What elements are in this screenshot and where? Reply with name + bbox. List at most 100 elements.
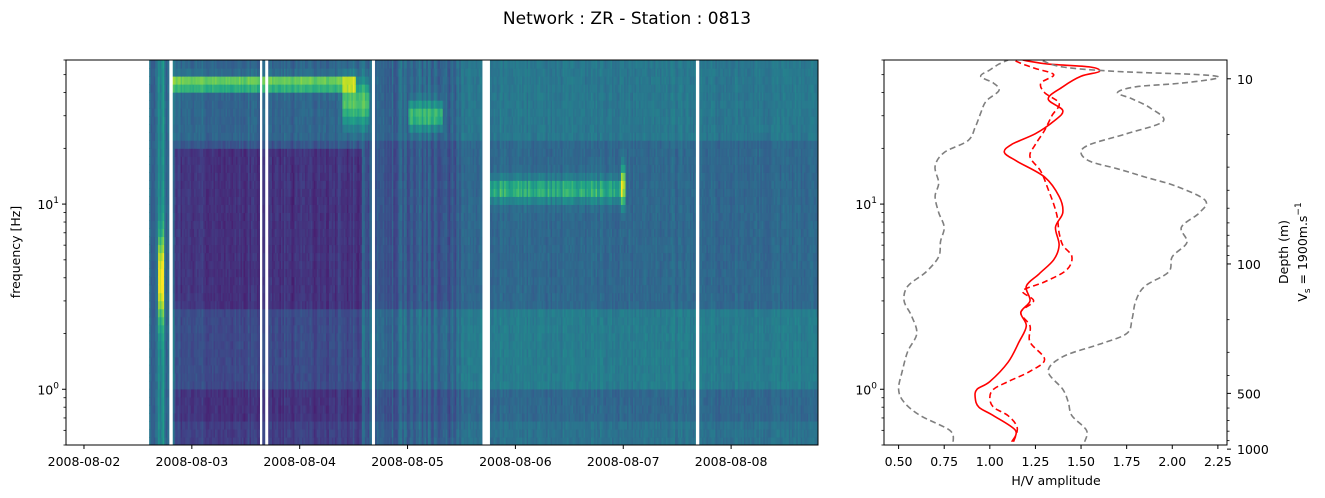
- heatmap-cell: [188, 316, 191, 326]
- heatmap-cell: [149, 116, 152, 125]
- heatmap-cell: [252, 244, 255, 254]
- heatmap-cell: [248, 148, 251, 157]
- heatmap-cell: [158, 100, 161, 109]
- heatmap-cell: [231, 108, 234, 117]
- heatmap-cell: [255, 348, 258, 358]
- heatmap-cell: [231, 60, 234, 69]
- heatmap-cell: [167, 420, 170, 430]
- heatmap-cell: [198, 212, 201, 222]
- heatmap-cell: [236, 236, 239, 246]
- heatmap-cell: [248, 76, 251, 85]
- heatmap-cell: [159, 284, 162, 294]
- heatmap-cell: [213, 172, 216, 181]
- heatmap-cell: [167, 84, 170, 93]
- heatmap-cell: [252, 412, 255, 422]
- heatmap-cell: [204, 204, 207, 213]
- heatmap-cell: [239, 172, 242, 181]
- heatmap-cell: [291, 396, 294, 406]
- heatmap-cell: [185, 156, 188, 165]
- heatmap-cell: [201, 116, 204, 125]
- heatmap-cell: [207, 156, 210, 165]
- heatmap-cell: [248, 268, 251, 278]
- heatmap-cell: [248, 84, 251, 93]
- heatmap-cell: [246, 388, 249, 398]
- heatmap-cell: [294, 252, 297, 262]
- heatmap-cell: [289, 324, 293, 334]
- heatmap-cell: [174, 396, 177, 406]
- heatmap-cell: [257, 276, 260, 286]
- heatmap-cell: [239, 324, 242, 334]
- heatmap-cell: [149, 148, 152, 157]
- heatmap-cell: [161, 332, 164, 342]
- heatmap-cell: [204, 300, 207, 310]
- heatmap-cell: [215, 308, 218, 318]
- heatmap-cell: [209, 348, 212, 358]
- heatmap-cell: [224, 196, 227, 205]
- heatmap-cell: [216, 68, 219, 77]
- heatmap-cell: [216, 140, 219, 149]
- heatmap-cell: [159, 436, 162, 445]
- heatmap-cell: [283, 260, 287, 270]
- heatmap-cell: [162, 268, 165, 278]
- heatmap-cell: [213, 396, 216, 406]
- heatmap-cell: [233, 356, 236, 366]
- heatmap-cell: [252, 236, 255, 246]
- heatmap-cell: [295, 212, 299, 222]
- heatmap-cell: [177, 276, 180, 286]
- heatmap-cell: [177, 172, 180, 181]
- heatmap-cell: [246, 108, 249, 117]
- heatmap-cell: [228, 60, 231, 69]
- heatmap-cell: [189, 100, 192, 109]
- heatmap-cell: [231, 396, 234, 406]
- heatmap-cell: [150, 372, 153, 382]
- heatmap-cell: [203, 92, 206, 101]
- heatmap-cell: [251, 372, 254, 382]
- heatmap-cell: [159, 420, 162, 430]
- heatmap-cell: [203, 148, 206, 157]
- heatmap-cell: [248, 68, 251, 77]
- heatmap-cell: [267, 60, 270, 69]
- heatmap-cell: [262, 388, 266, 398]
- heatmap-cell: [271, 396, 275, 406]
- heatmap-cell: [203, 108, 206, 117]
- heatmap-cell: [207, 316, 210, 326]
- heatmap-cell: [243, 300, 246, 310]
- heatmap-cell: [242, 340, 245, 350]
- heatmap-cell: [164, 156, 167, 165]
- heatmap-cell: [295, 68, 299, 77]
- heatmap-cell: [183, 60, 186, 69]
- heatmap-cell: [180, 132, 183, 141]
- heatmap-cell: [204, 404, 207, 414]
- heatmap-cell: [274, 300, 278, 310]
- heatmap-cell: [291, 252, 294, 262]
- heatmap-cell: [209, 324, 212, 334]
- heatmap-cell: [234, 284, 237, 294]
- heatmap-cell: [257, 100, 260, 109]
- heatmap-cell: [165, 356, 168, 366]
- heatmap-cell: [176, 212, 179, 222]
- heatmap-cell: [162, 116, 165, 125]
- heatmap-cell: [219, 428, 222, 438]
- heatmap-cell: [150, 76, 153, 85]
- heatmap-cell: [282, 164, 285, 173]
- heatmap-cell: [219, 180, 222, 189]
- heatmap-cell: [194, 420, 197, 430]
- heatmap-cell: [285, 156, 288, 165]
- heatmap-cell: [219, 172, 222, 181]
- heatmap-cell: [207, 212, 210, 222]
- heatmap-cell: [225, 348, 228, 358]
- heatmap-cell: [279, 436, 282, 445]
- heatmap-cell: [252, 300, 255, 310]
- heatmap-cell: [204, 164, 207, 173]
- heatmap-cell: [210, 356, 213, 366]
- heatmap-cell: [201, 340, 204, 350]
- heatmap-cell: [213, 180, 216, 189]
- heatmap-cell: [219, 276, 222, 286]
- heatmap-cell: [174, 372, 177, 382]
- heatmap-cell: [155, 148, 158, 157]
- heatmap-cell: [219, 124, 222, 133]
- heatmap-cell: [180, 308, 183, 318]
- heatmap-cell: [234, 356, 237, 366]
- heatmap-cell: [257, 172, 260, 181]
- heatmap-cell: [234, 76, 237, 85]
